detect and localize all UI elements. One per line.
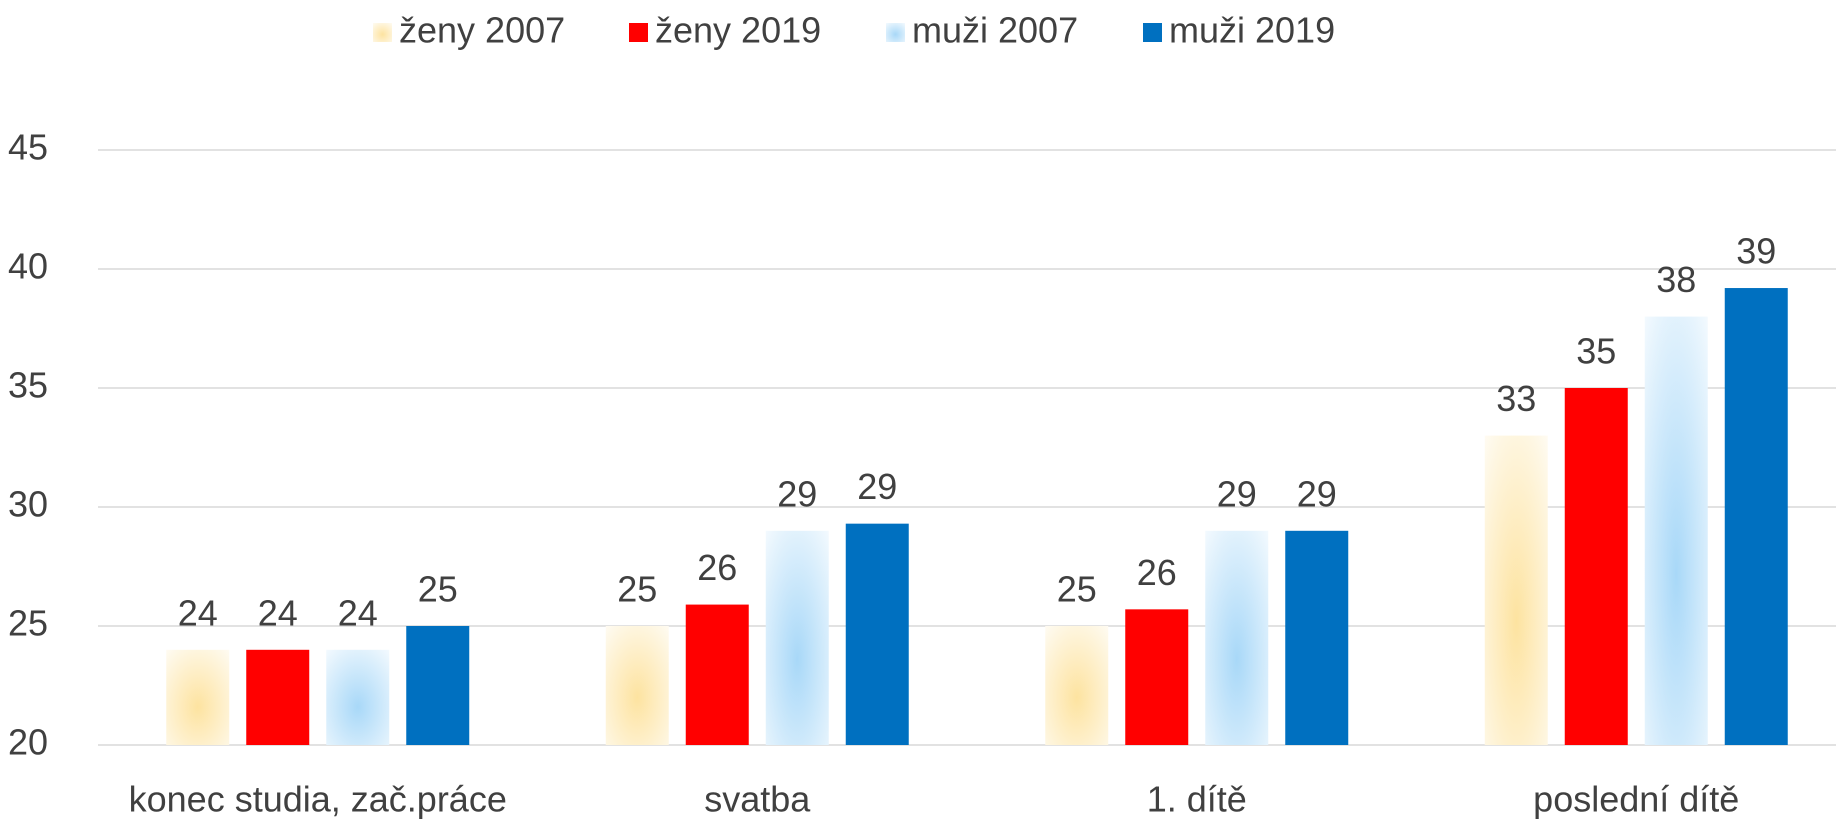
y-tick-label: 40 [8, 246, 48, 287]
bar [1205, 530, 1269, 745]
data-label: 24 [178, 592, 218, 633]
x-tick-label: poslední dítě [1533, 779, 1739, 820]
legend-label: muži 2019 [1169, 10, 1335, 51]
data-label: 26 [697, 547, 737, 588]
y-tick-label: 45 [8, 127, 48, 168]
bar [685, 604, 749, 745]
y-tick-label: 35 [8, 365, 48, 406]
data-label: 24 [258, 592, 298, 633]
legend-swatch [886, 23, 905, 42]
legend-swatch [1143, 23, 1162, 42]
bar [1125, 609, 1189, 745]
data-label: 29 [777, 473, 817, 514]
bar [845, 523, 909, 745]
legend-swatch [629, 23, 648, 42]
bar [1045, 626, 1109, 745]
x-tick-label: konec studia, zač.práce [129, 779, 507, 820]
legend-swatch [373, 23, 392, 42]
bar [765, 530, 829, 745]
y-tick-label: 20 [8, 722, 48, 763]
data-label: 29 [1217, 473, 1257, 514]
bar [1564, 388, 1628, 745]
bar [1644, 316, 1708, 745]
y-tick-label: 30 [8, 484, 48, 525]
x-tick-label: 1. dítě [1147, 779, 1247, 820]
bar [406, 626, 470, 745]
data-label: 29 [1297, 473, 1337, 514]
data-label: 38 [1656, 259, 1696, 300]
data-label: 26 [1137, 552, 1177, 593]
data-label: 35 [1576, 331, 1616, 372]
data-label: 29 [857, 466, 897, 507]
data-label: 24 [338, 592, 378, 633]
y-tick-label: 25 [8, 603, 48, 644]
legend-label: ženy 2019 [655, 10, 821, 51]
bar [1285, 530, 1349, 745]
bar [326, 649, 390, 745]
legend-label: muži 2007 [912, 10, 1078, 51]
bar [166, 649, 230, 745]
data-label: 39 [1736, 231, 1776, 272]
x-tick-label: svatba [704, 779, 811, 820]
data-label: 25 [1057, 569, 1097, 610]
bar [605, 626, 669, 745]
data-label: 33 [1496, 378, 1536, 419]
legend-label: ženy 2007 [399, 10, 565, 51]
data-label: 25 [418, 569, 458, 610]
bar [246, 649, 310, 745]
data-label: 25 [617, 569, 657, 610]
bar [1484, 435, 1548, 745]
bar [1724, 288, 1788, 745]
